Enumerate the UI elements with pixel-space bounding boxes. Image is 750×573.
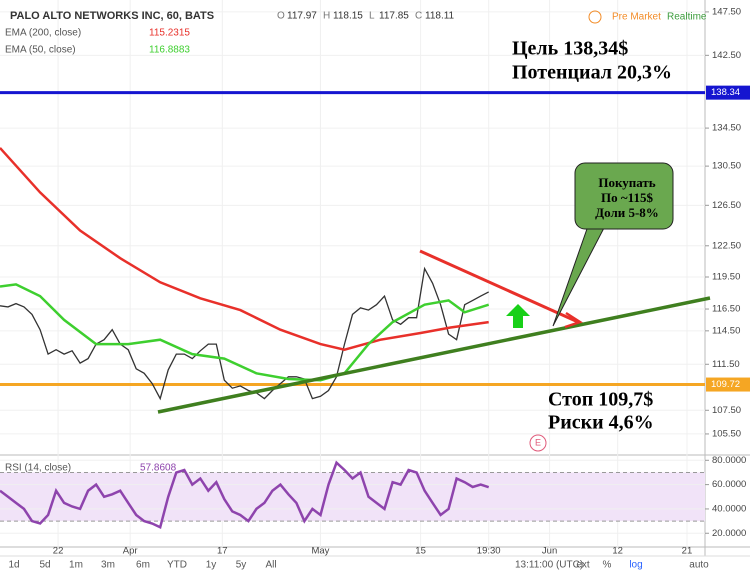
legend-name: RSI (14, close) [5,463,71,474]
legend-value: 116.8883 [149,45,190,56]
realtime: Realtime [667,12,707,23]
range-button[interactable]: 1m [69,560,83,571]
range-button[interactable]: 1y [206,560,217,571]
annotation: Потенциал 20,3% [512,62,672,84]
legend-value: 57.8608 [140,463,177,474]
x-tick-label: 21 [682,546,693,557]
annotation: Риски 4,6% [548,412,654,434]
ohlc-key: H [323,11,330,22]
scale-option[interactable]: ext [576,560,590,571]
y-tick-label: 126.50 [712,200,741,211]
y-tick-label: 111.50 [712,359,740,370]
range-button[interactable]: 6m [136,560,150,571]
annotation: Цель 138,34$ [512,38,628,60]
ohlc-key: L [369,11,375,22]
series-line [0,266,490,401]
callout-text: По ~115$ [601,190,653,205]
series-line [0,460,490,529]
price-label: 138.34 [711,87,740,98]
y-tick-label: 122.50 [712,240,741,251]
x-tick-label: Apr [123,546,138,557]
price-label-box [706,377,750,392]
callout-text: Покупать [598,175,655,190]
trend-line [419,249,579,324]
trend-line [157,296,711,414]
y-tick-label: 130.50 [712,161,741,172]
x-tick-label: 17 [217,546,228,557]
y-tick-label: 80.0000 [712,455,746,466]
ohlc-value: 117.85 [379,11,409,22]
ohlc-value: 118.11 [425,11,455,22]
y-tick-label: 107.50 [712,405,741,416]
price-label-box [706,85,750,100]
legend-name: EMA (200, close) [5,28,81,39]
legend-value: 115.2315 [149,28,190,39]
pre-market: Pre Market [612,12,661,23]
y-tick-label: 142.50 [712,50,741,61]
range-button[interactable]: All [265,560,276,571]
x-tick-label: 12 [612,546,623,557]
event-label[interactable]: E [535,437,541,447]
y-tick-label: 20.0000 [712,528,746,539]
x-tick-label: Jun [542,546,557,557]
range-button[interactable]: 5d [39,560,50,571]
scale-option[interactable]: log [629,560,642,571]
range-button[interactable]: 3m [101,560,115,571]
y-tick-label: 134.50 [712,123,741,134]
ohlc-key: C [415,11,422,22]
range-button[interactable]: YTD [167,560,187,571]
arrow-head [564,311,583,329]
y-tick-label: 147.50 [712,6,741,17]
x-tick-label: 15 [415,546,426,557]
callout-text: Доли 5-8% [595,205,659,220]
clock: 13:11:00 (UTC) [515,560,583,571]
series-line [0,283,490,382]
annotation: Стоп 109,7$ [548,389,653,411]
callout-box [574,162,674,230]
range-button[interactable]: 1d [8,560,19,571]
range-button[interactable]: 5y [236,560,247,571]
rsi-band [0,472,705,522]
x-tick-label: May [311,546,329,557]
y-tick-label: 105.50 [712,428,741,439]
scale-option[interactable]: auto [689,560,709,571]
scale-option[interactable]: % [603,560,612,571]
ohlc-value: 118.15 [333,11,363,22]
price-label: 109.72 [711,379,740,390]
ohlc-value: 117.97 [287,11,317,22]
y-tick-label: 114.50 [712,325,740,336]
y-tick-label: 60.0000 [712,479,746,490]
series-line [0,147,489,351]
symbol-title: PALO ALTO NETWORKS INC, 60, BATS [10,10,214,22]
alert-icon [588,10,602,24]
event-marker[interactable] [529,434,547,452]
x-tick-label: 19:30 [477,546,501,557]
y-tick-label: 116.50 [712,304,740,315]
x-tick-label: 22 [53,546,64,557]
up-arrow [506,304,530,328]
y-tick-label: 119.50 [712,272,740,283]
legend-name: EMA (50, close) [5,45,76,56]
ohlc-key: O [277,11,285,22]
y-tick-label: 40.0000 [712,503,746,514]
